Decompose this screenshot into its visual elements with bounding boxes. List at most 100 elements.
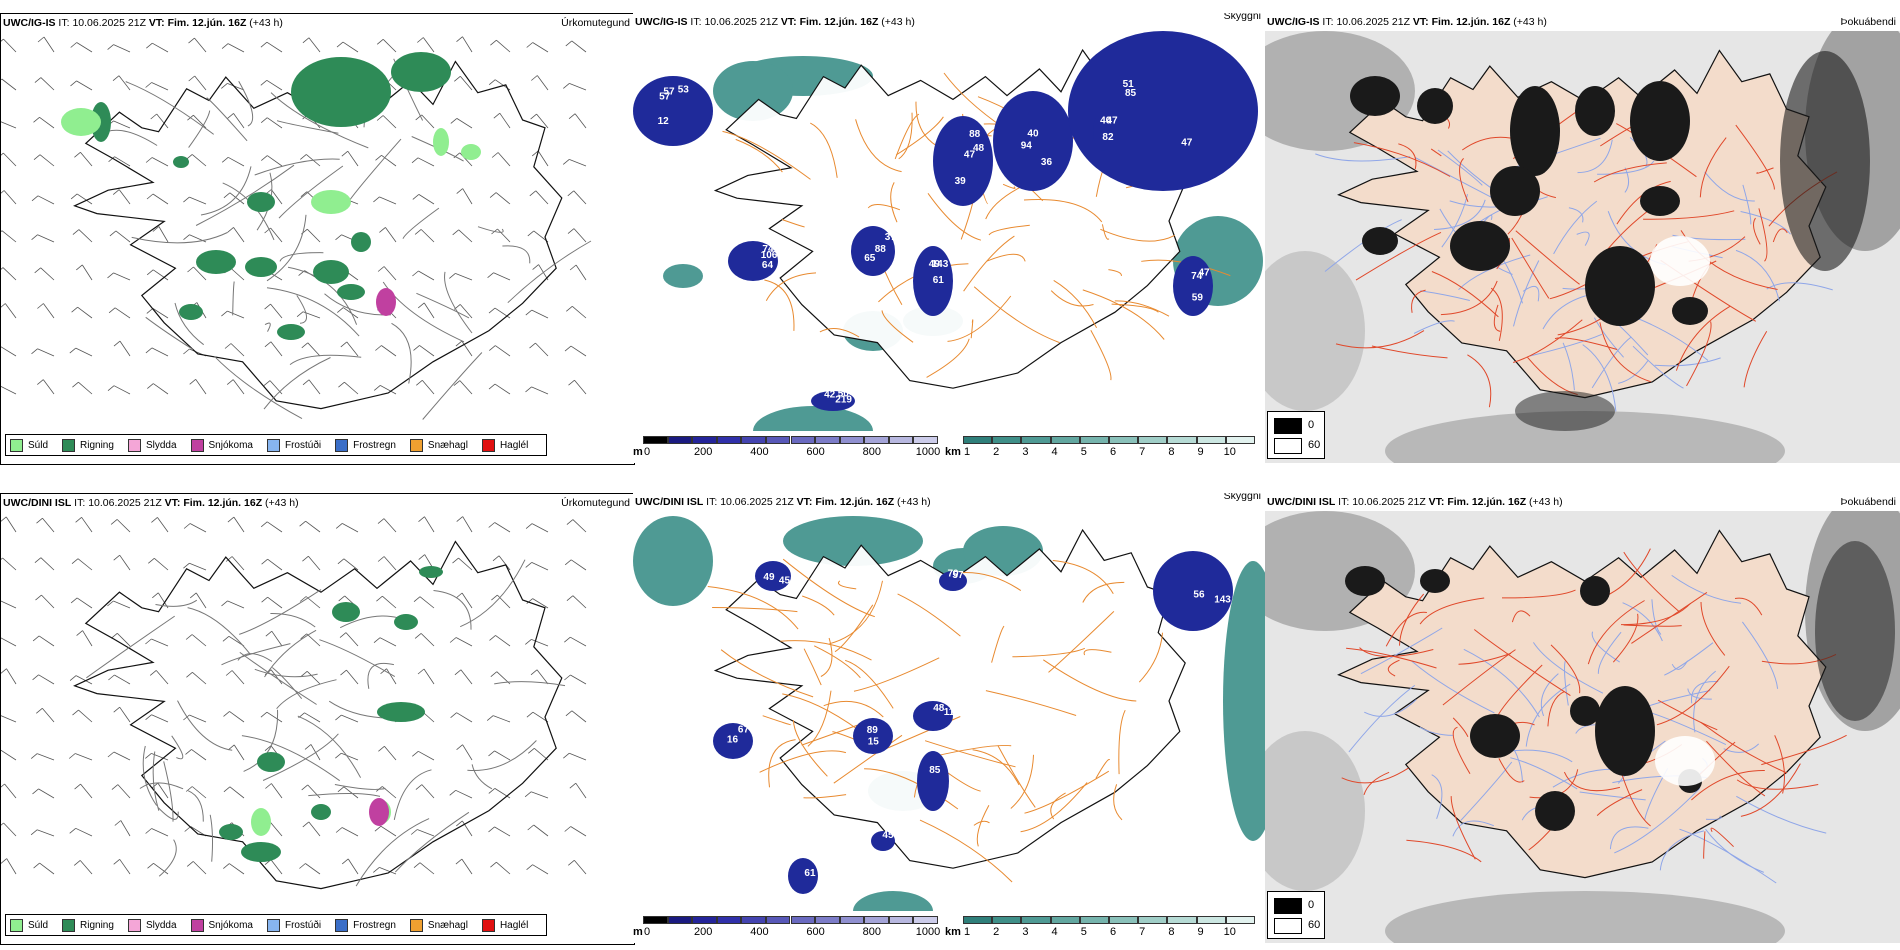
wind-barb xyxy=(347,858,359,875)
road-line xyxy=(1659,830,1705,871)
legend-item: Slydda xyxy=(127,438,177,452)
road-line xyxy=(1723,743,1760,753)
wind-barb xyxy=(153,862,169,875)
wind-barb xyxy=(573,190,587,205)
wind-barb-flag xyxy=(563,83,570,89)
wind-barb-flag xyxy=(69,827,76,834)
panel-header: UWC/IG-IS IT: 10.06.2025 21Z VT: Fim. 12… xyxy=(633,13,1265,31)
wind-barb-flag xyxy=(455,858,463,865)
cloud-base-color-step xyxy=(913,916,938,924)
wind-barb-flag xyxy=(264,745,272,752)
wind-barb-flag xyxy=(531,75,538,81)
wind-barb-flag xyxy=(532,264,539,270)
wind-barb xyxy=(119,859,131,875)
cloud-base-value: 47 xyxy=(1181,137,1193,148)
wind-barb xyxy=(152,308,169,319)
wind-barb xyxy=(381,154,397,167)
wind-barbs xyxy=(1,36,587,395)
wind-barb-flag xyxy=(1,783,5,788)
precip-type-map-row1: UWC/IG-IS IT: 10.06.2025 21Z VT: Fim. 12… xyxy=(0,13,635,465)
wind-barb xyxy=(532,711,549,723)
cloud-base-value: 45 xyxy=(779,575,791,586)
wind-barb xyxy=(41,594,55,609)
wind-barb xyxy=(342,523,359,533)
visibility-tick: 7 xyxy=(1139,446,1146,458)
cloud-base-color-step xyxy=(667,916,693,924)
wind-barb xyxy=(536,75,549,91)
road-line xyxy=(833,734,903,784)
road-line xyxy=(393,769,432,820)
road-line xyxy=(867,204,901,211)
road-line xyxy=(232,281,235,316)
wind-barb-flag xyxy=(75,516,82,523)
wind-barb-flag xyxy=(261,596,268,603)
cloud-base-value: 88 xyxy=(969,129,981,140)
wind-barb xyxy=(455,637,473,647)
drizzle-area xyxy=(311,190,351,214)
wind-barb-flag xyxy=(147,383,154,389)
wind-barb xyxy=(82,630,93,647)
road-line xyxy=(125,81,215,135)
wind-barb-flag xyxy=(452,229,459,236)
wind-barb-flag xyxy=(145,714,152,721)
road-line xyxy=(187,790,204,822)
wind-barb-flag xyxy=(183,196,190,203)
wind-barb-flag xyxy=(33,862,40,869)
high-fog-index-area xyxy=(1570,696,1600,726)
wind-barb-flag xyxy=(527,230,535,237)
wind-barb-flag xyxy=(111,632,118,639)
legend-item: Snjókoma xyxy=(190,918,253,932)
cloud-base-value: 70 xyxy=(948,569,960,580)
legend-label: Súld xyxy=(28,919,49,931)
wind-barb-flag xyxy=(375,345,382,351)
wind-barb xyxy=(270,227,283,243)
wind-barb xyxy=(456,712,473,723)
wind-barb-flag xyxy=(529,342,536,349)
wind-barb xyxy=(532,42,549,53)
wind-barb xyxy=(422,37,435,53)
fog-haze xyxy=(1385,891,1785,943)
wind-barb-flag xyxy=(564,826,571,832)
road-line xyxy=(819,327,860,338)
wind-barb-flag xyxy=(300,154,307,160)
wind-barb-flag xyxy=(113,554,120,561)
wind-barb xyxy=(115,230,131,243)
road-line xyxy=(1540,673,1559,717)
road-line xyxy=(1459,158,1469,202)
wind-barb-flag xyxy=(527,824,534,831)
fog-swatch-max xyxy=(1274,418,1302,434)
wind-barb-flag xyxy=(414,633,422,639)
cloud-base-color-step xyxy=(839,436,865,444)
wind-barb-flag xyxy=(113,706,120,713)
road-line xyxy=(367,662,395,689)
low-cloud-area xyxy=(933,116,993,206)
legend-swatch xyxy=(409,918,423,932)
wind-barb-flag xyxy=(31,348,38,355)
rain-area xyxy=(245,257,277,277)
wind-barb-flag xyxy=(526,711,534,718)
wind-barb-flag xyxy=(379,227,386,233)
wind-barb xyxy=(494,307,511,319)
cloud-base-value: 82 xyxy=(1102,132,1114,143)
wind-barb-flag xyxy=(455,340,463,347)
cloud-base-map-row1: UWC/IG-IS IT: 10.06.2025 21Z VT: Fim. 12… xyxy=(633,13,1265,463)
wind-barb xyxy=(308,379,321,395)
wind-barb xyxy=(418,750,435,761)
visibility-tick: 7 xyxy=(1139,926,1146,938)
wind-barb-flag xyxy=(488,79,496,86)
wind-barb xyxy=(305,520,321,533)
road-line xyxy=(1671,574,1742,604)
wind-barb-flag xyxy=(36,707,43,714)
low-visibility-area xyxy=(1223,561,1265,841)
wind-barb-flag xyxy=(563,752,570,759)
wind-barb-flag xyxy=(34,267,41,274)
road-line xyxy=(287,266,358,325)
visibility-tick: 2 xyxy=(993,926,1000,938)
road-line xyxy=(722,130,811,180)
visibility-color-step xyxy=(1138,916,1168,924)
wind-barb-flag xyxy=(449,273,456,279)
road-line xyxy=(959,571,1022,592)
road-line xyxy=(243,709,279,772)
road-line xyxy=(1643,210,1735,220)
visibility-color-step xyxy=(1225,916,1255,924)
